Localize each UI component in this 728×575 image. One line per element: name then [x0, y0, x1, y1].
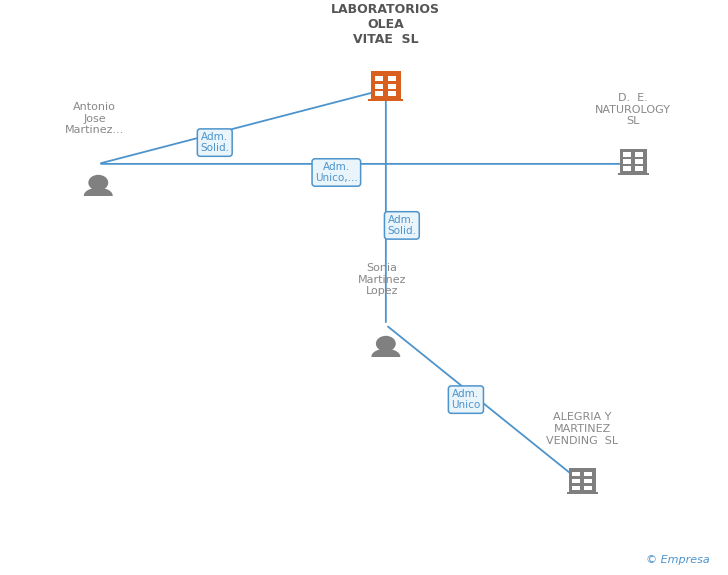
Text: Adm.
Solid.: Adm. Solid.: [387, 214, 416, 236]
FancyBboxPatch shape: [572, 485, 580, 490]
FancyBboxPatch shape: [388, 76, 397, 81]
FancyBboxPatch shape: [371, 71, 401, 99]
FancyBboxPatch shape: [81, 196, 116, 206]
Text: © Empresa: © Empresa: [646, 555, 710, 565]
Text: LABORATORIOS
OLEA
VITAE  SL: LABORATORIOS OLEA VITAE SL: [331, 3, 440, 46]
FancyBboxPatch shape: [388, 91, 397, 96]
Text: ALEGRIA Y
MARTINEZ
VENDING  SL: ALEGRIA Y MARTINEZ VENDING SL: [546, 412, 619, 446]
FancyBboxPatch shape: [374, 83, 383, 89]
Circle shape: [376, 336, 396, 351]
Text: Antonio
Jose
Martinez...: Antonio Jose Martinez...: [65, 102, 124, 135]
Text: Adm.
Unico: Adm. Unico: [451, 389, 480, 411]
FancyBboxPatch shape: [368, 99, 403, 101]
FancyBboxPatch shape: [566, 492, 598, 494]
Text: D.  E.
NATUROLOGY
SL: D. E. NATUROLOGY SL: [596, 93, 671, 126]
Ellipse shape: [84, 188, 113, 204]
FancyBboxPatch shape: [620, 148, 647, 173]
FancyBboxPatch shape: [388, 83, 397, 89]
FancyBboxPatch shape: [374, 76, 383, 81]
FancyBboxPatch shape: [635, 152, 643, 157]
Circle shape: [88, 175, 108, 190]
FancyBboxPatch shape: [623, 159, 631, 164]
Text: Adm.
Unico,...: Adm. Unico,...: [315, 162, 357, 183]
FancyBboxPatch shape: [584, 472, 592, 476]
Text: Sonia
Martinez
Lopez: Sonia Martinez Lopez: [358, 263, 406, 296]
FancyBboxPatch shape: [569, 467, 596, 492]
FancyBboxPatch shape: [635, 166, 643, 171]
Ellipse shape: [371, 348, 400, 365]
FancyBboxPatch shape: [572, 472, 580, 476]
FancyBboxPatch shape: [635, 159, 643, 164]
FancyBboxPatch shape: [623, 152, 631, 157]
FancyBboxPatch shape: [617, 173, 649, 175]
Text: Adm.
Solid.: Adm. Solid.: [200, 132, 229, 154]
FancyBboxPatch shape: [623, 166, 631, 171]
FancyBboxPatch shape: [584, 485, 592, 490]
FancyBboxPatch shape: [368, 356, 403, 367]
FancyBboxPatch shape: [374, 91, 383, 96]
FancyBboxPatch shape: [572, 478, 580, 483]
FancyBboxPatch shape: [584, 478, 592, 483]
